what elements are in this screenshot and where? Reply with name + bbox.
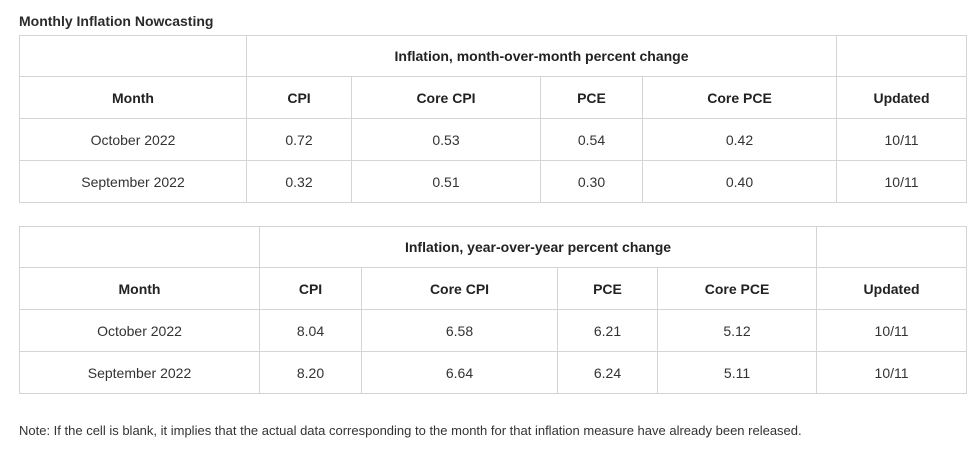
- yoy-col-updated: Updated: [816, 267, 968, 310]
- yoy-corner-cell-right: [816, 226, 968, 268]
- core-cpi-cell: 0.51: [351, 160, 541, 203]
- yoy-col-cpi: CPI: [259, 267, 362, 310]
- yoy-col-core-cpi: Core CPI: [361, 267, 558, 310]
- footnote: Note: If the cell is blank, it implies t…: [19, 423, 802, 438]
- table-row: September 2022 8.20 6.64 6.24 5.11 10/11: [19, 351, 968, 394]
- mom-corner-cell: [19, 35, 247, 77]
- yoy-col-pce: PCE: [557, 267, 658, 310]
- yoy-group-header: Inflation, year-over-year percent change: [258, 226, 818, 268]
- pce-cell: 0.30: [540, 160, 643, 203]
- mom-corner-cell-right: [836, 35, 968, 77]
- updated-cell: 10/11: [816, 309, 968, 352]
- mom-col-core-pce: Core PCE: [641, 76, 838, 119]
- yoy-table: Inflation, year-over-year percent change…: [19, 226, 968, 394]
- cpi-cell: 8.20: [259, 351, 362, 394]
- table-row: September 2022 0.32 0.51 0.30 0.40 10/11: [19, 160, 968, 203]
- yoy-corner-cell: [19, 226, 260, 268]
- mom-group-header-row: Inflation, month-over-month percent chan…: [19, 35, 968, 77]
- updated-cell: 10/11: [816, 351, 968, 394]
- yoy-col-core-pce: Core PCE: [656, 267, 818, 310]
- mom-col-cpi: CPI: [246, 76, 352, 119]
- mom-col-month: Month: [19, 76, 247, 119]
- updated-cell: 10/11: [836, 118, 968, 161]
- table-row: October 2022 8.04 6.58 6.21 5.12 10/11: [19, 309, 968, 352]
- cpi-cell: 8.04: [259, 309, 362, 352]
- updated-cell: 10/11: [836, 160, 968, 203]
- core-cpi-cell: 6.58: [361, 309, 558, 352]
- pce-cell: 0.54: [540, 118, 643, 161]
- cpi-cell: 0.32: [246, 160, 352, 203]
- mom-table: Inflation, month-over-month percent chan…: [19, 35, 968, 203]
- cpi-cell: 0.72: [246, 118, 352, 161]
- core-pce-cell: 5.11: [656, 351, 818, 394]
- yoy-group-header-row: Inflation, year-over-year percent change: [19, 226, 968, 268]
- month-cell: October 2022: [19, 309, 260, 352]
- mom-group-header: Inflation, month-over-month percent chan…: [245, 35, 838, 77]
- core-pce-cell: 0.40: [641, 160, 838, 203]
- month-cell: October 2022: [19, 118, 247, 161]
- month-cell: September 2022: [19, 351, 260, 394]
- table-row: October 2022 0.72 0.53 0.54 0.42 10/11: [19, 118, 968, 161]
- pce-cell: 6.21: [557, 309, 658, 352]
- mom-col-updated: Updated: [836, 76, 968, 119]
- mom-col-core-cpi: Core CPI: [351, 76, 541, 119]
- pce-cell: 6.24: [557, 351, 658, 394]
- mom-column-header-row: Month CPI Core CPI PCE Core PCE Updated: [19, 76, 968, 119]
- month-cell: September 2022: [19, 160, 247, 203]
- yoy-col-month: Month: [19, 267, 260, 310]
- core-cpi-cell: 6.64: [361, 351, 558, 394]
- core-pce-cell: 0.42: [641, 118, 838, 161]
- core-pce-cell: 5.12: [656, 309, 818, 352]
- page-title: Monthly Inflation Nowcasting: [19, 13, 214, 29]
- core-cpi-cell: 0.53: [351, 118, 541, 161]
- yoy-column-header-row: Month CPI Core CPI PCE Core PCE Updated: [19, 267, 968, 310]
- mom-col-pce: PCE: [540, 76, 643, 119]
